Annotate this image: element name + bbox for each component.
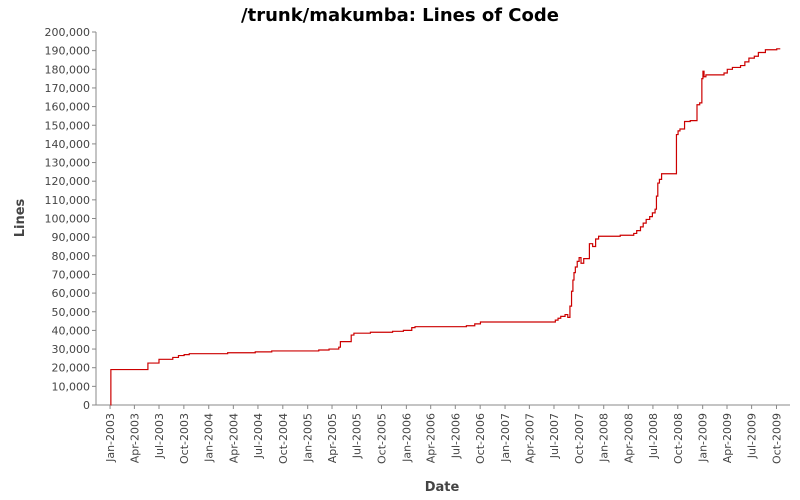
x-tick-label: Jan-2004 [203,413,216,463]
y-tick-label: 50,000 [52,306,91,319]
x-tick-label: Apr-2006 [425,413,438,463]
x-tick-label: Apr-2005 [326,413,339,463]
y-tick-label: 200,000 [45,26,91,39]
x-tick-label: Jan-2006 [400,413,413,463]
y-tick-label: 70,000 [52,268,91,281]
x-tick-label: Jul-2008 [647,413,660,459]
x-axis-label: Date [425,480,460,495]
x-tick-label: Apr-2004 [227,413,240,463]
x-tick-label: Jan-2005 [302,413,315,463]
y-tick-label: 10,000 [52,380,91,393]
x-tick-label: Oct-2004 [277,413,290,464]
x-tick-label: Jan-2008 [598,413,611,463]
series-layer [110,48,781,406]
chart-title: /trunk/makumba: Lines of Code [241,5,559,26]
x-tick-label: Apr-2007 [523,413,536,463]
x-axis-ticks: Jan-2003 Apr-2003 Jul-2003 Oct-2003 Jan-2004… [104,405,783,464]
y-tick-label: 30,000 [52,343,91,356]
x-tick-label: Oct-2005 [375,413,388,464]
y-tick-label: 190,000 [45,45,91,58]
x-tick-label: Oct-2007 [573,413,586,464]
x-tick-label: Oct-2006 [474,413,487,464]
y-tick-label: 160,000 [45,101,91,114]
x-tick-label: Apr-2003 [128,413,141,463]
x-tick-label: Jul-2009 [746,413,759,459]
plot-area: 0 10,000 20,000 30,000 40,000 50,000 60,000 70,… [45,26,790,464]
x-tick-label: Apr-2008 [622,413,635,463]
x-tick-label: Jul-2004 [252,413,265,459]
x-tick-label: Apr-2009 [721,413,734,463]
y-tick-label: 170,000 [45,82,91,95]
y-tick-label: 110,000 [45,194,91,207]
x-tick-label: Oct-2008 [672,413,685,464]
y-tick-label: 90,000 [52,231,91,244]
y-tick-label: 80,000 [52,250,91,263]
y-tick-label: 140,000 [45,138,91,151]
x-tick-label: Jan-2003 [104,413,117,463]
y-axis-label: Lines [13,198,28,237]
x-tick-label: Oct-2009 [770,413,783,464]
y-tick-label: 130,000 [45,157,91,170]
series-line-0 [110,48,781,406]
y-tick-label: 0 [83,399,90,412]
y-tick-label: 180,000 [45,63,91,76]
y-tick-label: 100,000 [45,213,91,226]
plot-background [96,32,790,405]
x-tick-label: Jul-2006 [449,413,462,459]
x-tick-label: Jan-2009 [697,413,710,463]
y-tick-label: 60,000 [52,287,91,300]
y-axis-ticks: 0 10,000 20,000 30,000 40,000 50,000 60,000 70,… [45,26,96,412]
y-tick-label: 20,000 [52,362,91,375]
x-tick-label: Jul-2003 [153,413,166,459]
x-tick-label: Oct-2003 [178,413,191,464]
x-tick-label: Jul-2005 [351,413,364,459]
x-tick-label: Jul-2007 [548,413,561,459]
y-tick-label: 120,000 [45,175,91,188]
y-tick-label: 150,000 [45,119,91,132]
y-tick-label: 40,000 [52,324,91,337]
x-tick-label: Jan-2007 [499,413,512,463]
